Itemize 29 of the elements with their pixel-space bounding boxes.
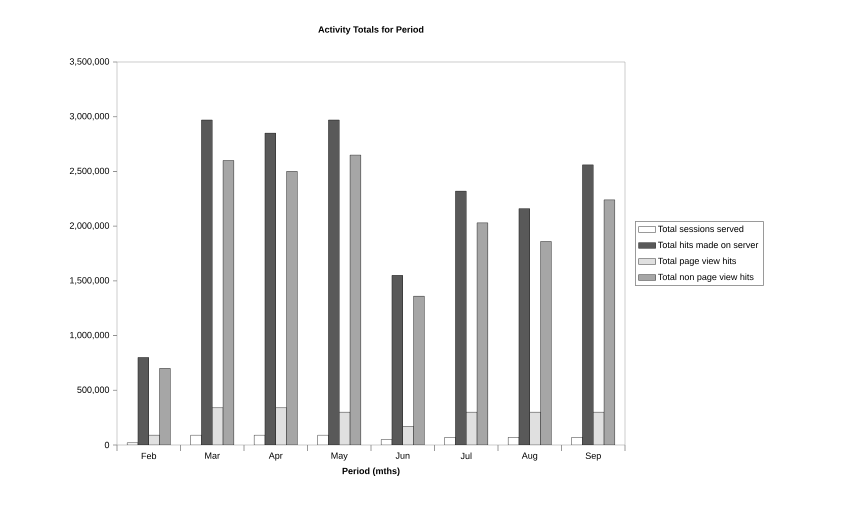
y-tick-label: 3,500,000 [70, 58, 110, 66]
x-tick-label: Sep [586, 452, 601, 461]
x-axis-title: Period (mths) [342, 468, 400, 476]
x-tick-label: Apr [268, 452, 283, 461]
bar [593, 412, 604, 445]
x-tick-label: May [331, 452, 348, 461]
y-tick-label: 2,000,000 [70, 222, 110, 230]
x-tick-label: Jun [396, 452, 410, 459]
bar [530, 412, 541, 445]
x-tick-label: Mar [205, 452, 220, 459]
bar [402, 426, 414, 445]
x-tick-label: Feb [142, 452, 156, 460]
y-tick-label: 0 [104, 442, 110, 448]
y-tick-label: 3,000,000 [70, 112, 110, 120]
bar [466, 412, 478, 445]
y-tick-label: 1,500,000 [70, 277, 110, 285]
y-tick-label: 500,000 [77, 386, 110, 394]
chart-title: Activity Totals for Period [318, 26, 424, 34]
legend-label: Total sessions served [658, 225, 744, 232]
x-tick-label: Aug [522, 452, 538, 461]
y-tick-label: 2,500,000 [70, 168, 110, 176]
legend-label: Total non page view hits [658, 274, 754, 282]
bar [339, 412, 350, 445]
y-tick-label: 1,000,000 [70, 332, 110, 340]
legend-label: Total page view hits [658, 257, 736, 266]
bar [276, 408, 287, 445]
x-tick-label: Jul [460, 452, 472, 460]
bar [212, 408, 224, 445]
legend-label: Total hits made on server [658, 241, 758, 248]
